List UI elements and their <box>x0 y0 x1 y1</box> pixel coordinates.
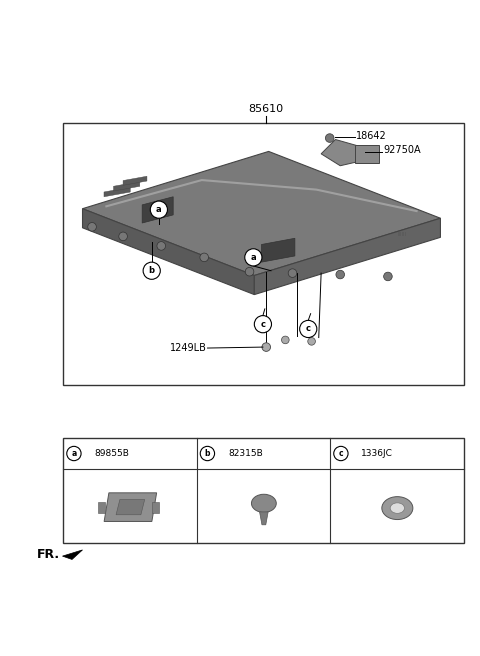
Text: b: b <box>204 449 210 458</box>
Bar <box>355 145 379 163</box>
Polygon shape <box>116 499 144 515</box>
Circle shape <box>143 262 160 279</box>
Text: 85610: 85610 <box>249 104 284 114</box>
Ellipse shape <box>252 494 276 512</box>
Circle shape <box>262 343 271 352</box>
Polygon shape <box>142 197 173 223</box>
Circle shape <box>245 249 262 266</box>
Polygon shape <box>83 209 254 295</box>
Polygon shape <box>104 493 156 522</box>
Polygon shape <box>262 238 295 262</box>
Ellipse shape <box>390 503 405 514</box>
Polygon shape <box>104 187 130 197</box>
Polygon shape <box>260 512 268 525</box>
Circle shape <box>200 446 215 461</box>
Text: 1336JC: 1336JC <box>361 449 393 458</box>
Text: a: a <box>251 253 256 262</box>
Text: 1249LB: 1249LB <box>170 343 206 353</box>
Circle shape <box>254 316 272 333</box>
Text: FR.: FR. <box>37 548 60 561</box>
Circle shape <box>88 222 96 231</box>
Text: 89855B: 89855B <box>95 449 129 458</box>
Text: a: a <box>72 449 76 458</box>
Text: c: c <box>338 449 343 458</box>
Bar <box>63 438 464 543</box>
Polygon shape <box>123 176 147 185</box>
Circle shape <box>334 446 348 461</box>
Text: 18642: 18642 <box>356 131 387 141</box>
Circle shape <box>325 134 334 142</box>
Circle shape <box>245 268 254 276</box>
Circle shape <box>119 232 127 241</box>
Circle shape <box>384 272 392 281</box>
Text: b: b <box>149 266 155 276</box>
Polygon shape <box>62 550 83 560</box>
Circle shape <box>288 269 297 277</box>
Text: c: c <box>306 325 311 333</box>
Circle shape <box>150 201 168 218</box>
Circle shape <box>157 241 166 250</box>
Circle shape <box>67 446 81 461</box>
Circle shape <box>300 320 317 338</box>
Circle shape <box>336 270 345 279</box>
Text: c: c <box>261 319 265 329</box>
Bar <box>152 502 159 513</box>
Polygon shape <box>321 140 364 166</box>
Polygon shape <box>114 182 140 191</box>
Text: IIIIII: IIIIII <box>398 232 407 237</box>
Text: 82315B: 82315B <box>228 449 263 458</box>
Ellipse shape <box>382 497 413 520</box>
Text: a: a <box>156 205 162 214</box>
Text: 92750A: 92750A <box>383 146 421 155</box>
Polygon shape <box>83 152 441 276</box>
Bar <box>63 123 464 385</box>
Bar <box>98 502 105 513</box>
Circle shape <box>200 253 208 262</box>
Circle shape <box>308 338 315 345</box>
Polygon shape <box>254 218 441 295</box>
Circle shape <box>281 336 289 344</box>
